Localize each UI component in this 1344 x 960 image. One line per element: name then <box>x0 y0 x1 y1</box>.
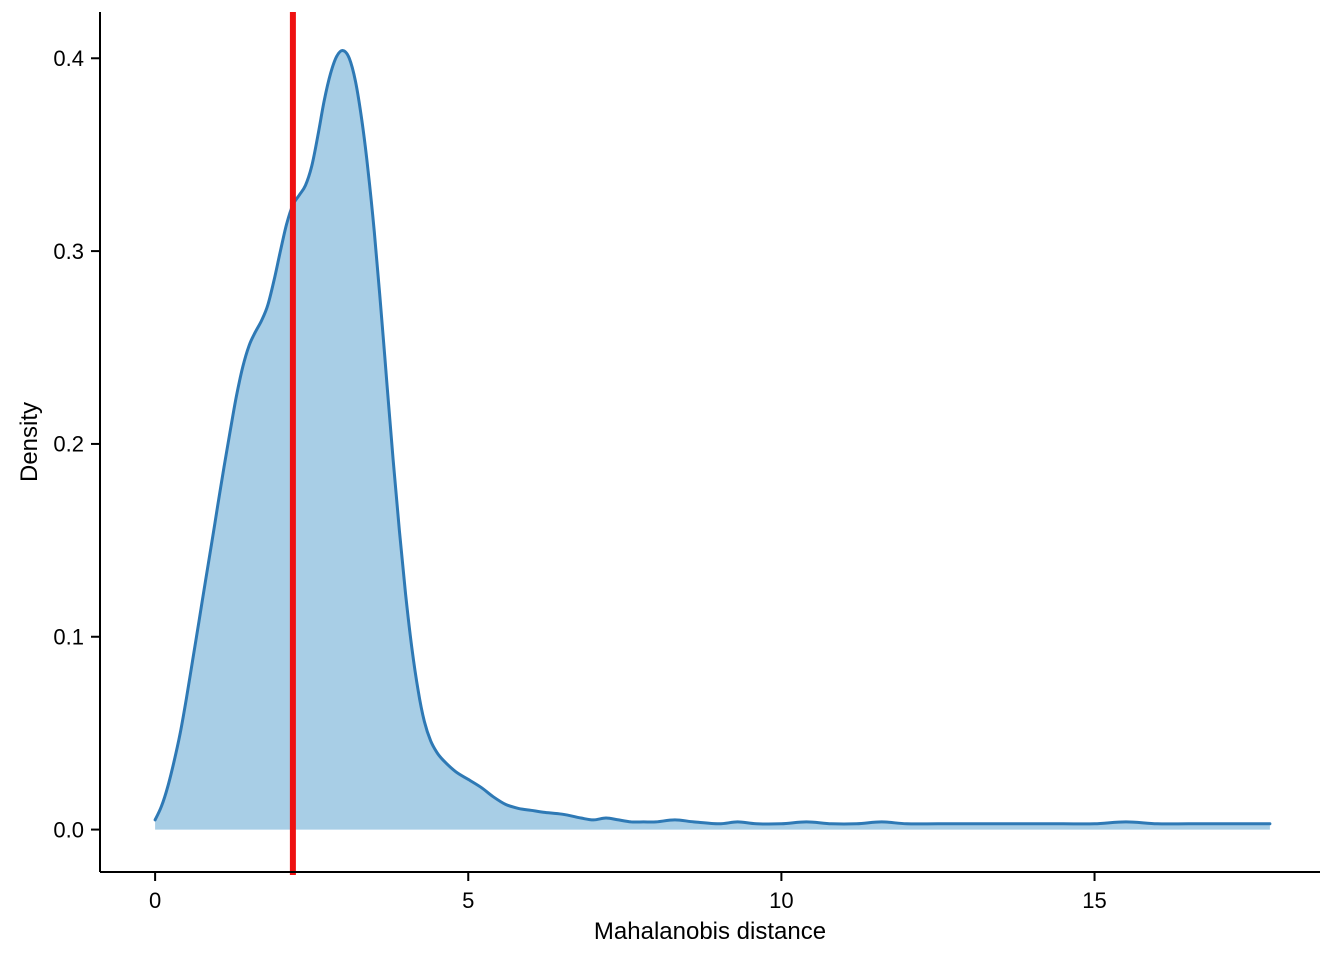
density-curve <box>153 49 1272 826</box>
x-tick-label: 5 <box>462 888 474 913</box>
y-tick-label: 0.0 <box>53 817 84 842</box>
y-tick-label: 0.3 <box>53 239 84 264</box>
y-tick-label: 0.4 <box>53 46 84 71</box>
density-area <box>155 50 1270 830</box>
y-tick-label: 0.1 <box>53 624 84 649</box>
x-tick-label: 15 <box>1082 888 1106 913</box>
y-axis-title: Density <box>16 401 43 483</box>
x-tick-label: 0 <box>149 888 161 913</box>
x-tick-label: 10 <box>769 888 793 913</box>
y-tick-label: 0.2 <box>53 432 84 457</box>
x-axis-title: Mahalanobis distance <box>593 918 827 945</box>
